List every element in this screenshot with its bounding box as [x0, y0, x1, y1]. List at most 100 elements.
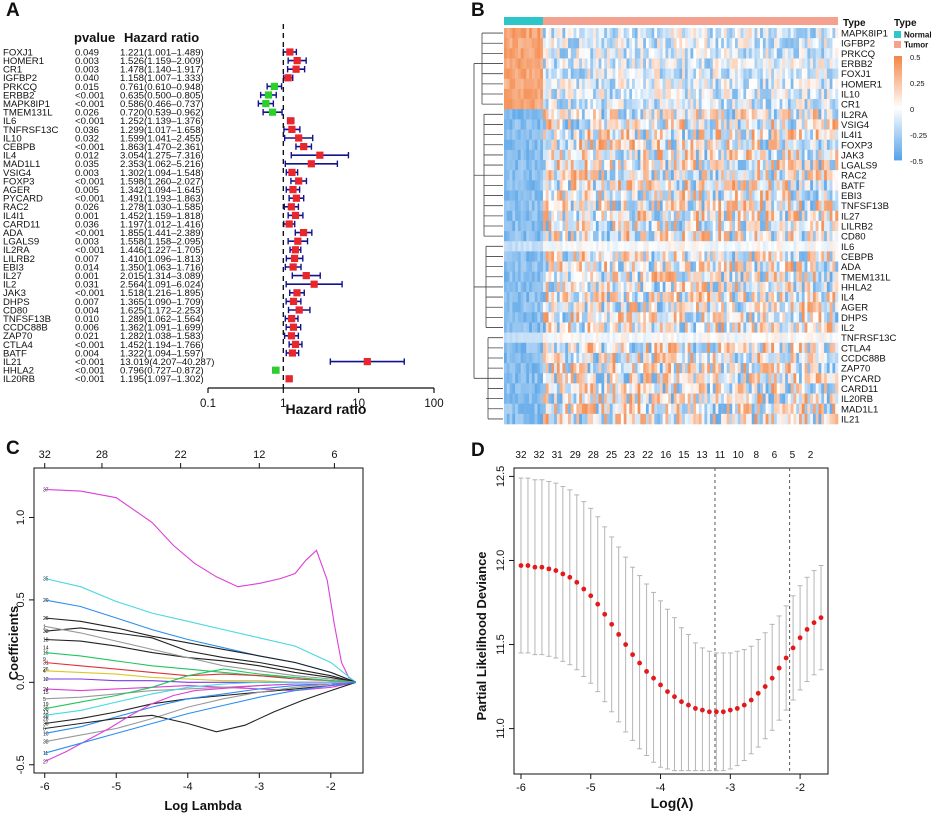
heatmap-cell — [570, 149, 574, 161]
heatmap-cell — [634, 271, 638, 283]
heatmap-cell — [712, 139, 716, 151]
heatmap-cell — [601, 129, 605, 140]
heatmap-cell — [504, 129, 508, 140]
heatmap-cell — [584, 28, 588, 39]
heatmap-cell — [696, 322, 700, 333]
heatmap-cell — [520, 149, 524, 161]
heatmap-cell — [679, 373, 683, 384]
heatmap-cell — [709, 88, 714, 100]
heatmap-cell — [726, 68, 730, 80]
heatmap-cell — [765, 58, 769, 69]
heatmap-cell — [645, 119, 650, 130]
heatmap-cell — [760, 383, 764, 394]
heatmap-cell — [732, 129, 736, 140]
heatmap-cell — [824, 271, 828, 283]
heatmap-cell — [645, 48, 650, 59]
heatmap-cell — [565, 139, 569, 151]
heatmap-cell — [771, 28, 775, 39]
heatmap-cell — [743, 68, 747, 80]
heatmap-cell — [799, 231, 803, 242]
heatmap-cell — [565, 190, 569, 201]
heatmap-cell — [534, 170, 538, 181]
heatmap-cell — [779, 332, 783, 344]
heatmap-cell — [771, 271, 775, 283]
heatmap-cell — [632, 78, 636, 90]
heatmap-cell — [801, 393, 805, 404]
heatmap-cell — [542, 200, 547, 212]
heatmap-cell — [790, 139, 794, 151]
heatmap-cell — [690, 99, 694, 110]
heatmap-cell — [799, 160, 803, 171]
heatmap-cell — [835, 88, 839, 100]
heatmap-cell — [620, 322, 624, 333]
heatmap-cell — [818, 78, 822, 90]
heatmap-cell — [565, 281, 569, 293]
heatmap-cell — [701, 129, 705, 140]
heatmap-cell — [799, 139, 803, 151]
heatmap-cell — [793, 322, 797, 333]
heatmap-cell — [565, 88, 569, 100]
heatmap-cell — [637, 413, 641, 425]
heatmap-cell — [801, 78, 805, 90]
heatmap-cell — [579, 48, 583, 59]
heatmap-cell — [779, 383, 783, 394]
heatmap-cell — [615, 383, 619, 394]
heatmap-cell — [696, 99, 700, 110]
heatmap-cell — [762, 342, 766, 354]
heatmap-cell — [757, 99, 761, 110]
heatmap-cell — [790, 99, 794, 110]
heatmap-cell — [620, 342, 624, 354]
heatmap-cell — [545, 231, 549, 242]
heatmap-cell — [707, 38, 711, 49]
heatmap-cell — [757, 38, 761, 49]
heatmap-cell — [776, 413, 780, 425]
heatmap-cell — [570, 48, 574, 59]
heatmap-cell — [540, 281, 544, 293]
heatmap-cell — [618, 352, 622, 364]
heatmap-cell — [662, 180, 666, 191]
heatmap-cell — [581, 302, 586, 313]
heatmap-cell — [618, 68, 622, 80]
heatmap-cell — [648, 312, 652, 323]
heatmap-cell — [812, 129, 817, 140]
heatmap-cell — [707, 281, 711, 293]
heatmap-cell — [634, 342, 638, 354]
heatmap-cell — [531, 139, 535, 151]
heatmap-cell — [704, 78, 708, 90]
heatmap-cell — [615, 200, 619, 212]
heatmap-cell — [556, 332, 560, 344]
heatmap-cell — [707, 190, 711, 201]
heatmap-cell — [526, 302, 530, 313]
heatmap-cell — [735, 109, 739, 120]
heatmap-cell — [812, 160, 817, 171]
heatmap-cell — [787, 109, 791, 120]
heatmap-cell — [568, 271, 572, 283]
heatmap-cell — [509, 170, 513, 181]
heatmap-cell — [629, 393, 633, 404]
heatmap-cell — [579, 352, 583, 364]
heatmap-cell — [651, 352, 655, 364]
heatmap-cell — [665, 261, 669, 272]
heatmap-cell — [776, 99, 780, 110]
heatmap-cell — [796, 68, 800, 80]
heatmap-cell — [787, 342, 791, 354]
heatmap-cell — [645, 312, 650, 323]
heatmap-cell — [760, 393, 764, 404]
heatmap-cell — [595, 292, 599, 303]
heatmap-cell — [620, 292, 624, 303]
heatmap-cell — [645, 68, 650, 80]
heatmap-cell — [748, 281, 753, 293]
heatmap-cell — [829, 200, 833, 212]
heatmap-cell — [545, 413, 549, 425]
heatmap-cell — [790, 129, 794, 140]
heatmap-cell — [587, 251, 591, 262]
heatmap-cell — [668, 180, 672, 191]
heatmap-cell — [693, 332, 697, 344]
heatmap-cell — [623, 99, 627, 110]
heatmap-cell — [748, 302, 753, 313]
heatmap-cell — [579, 363, 583, 374]
heatmap-cell — [548, 342, 552, 354]
heatmap-cell — [682, 413, 686, 425]
heatmap-cell — [835, 271, 839, 283]
heatmap-cell — [729, 38, 733, 49]
